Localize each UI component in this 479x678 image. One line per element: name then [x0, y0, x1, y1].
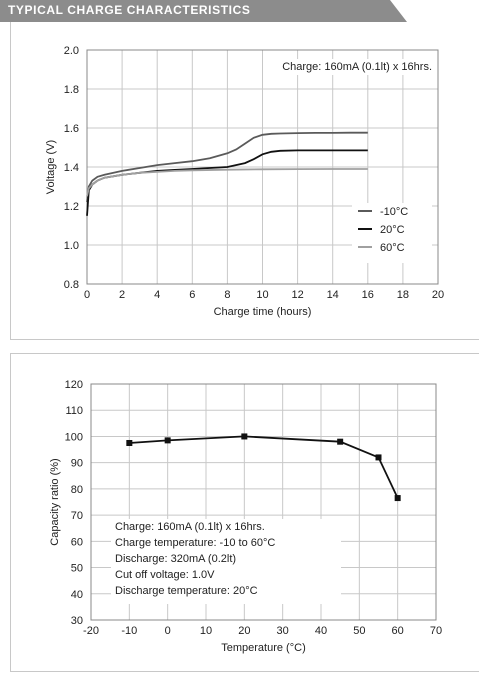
y-tick-label: 60: [71, 536, 83, 548]
y-tick-label: 50: [71, 563, 83, 575]
annotation-line: Charge: 160mA (0.1lt) x 16hrs.: [115, 521, 265, 533]
section-title: TYPICAL CHARGE CHARACTERISTICS: [8, 3, 251, 17]
y-tick-label: 1.0: [64, 240, 79, 252]
series-line: [129, 435, 399, 499]
legend-label: -10°C: [380, 206, 408, 218]
x-tick-label: 50: [353, 625, 365, 637]
y-tick-label: 70: [71, 510, 83, 522]
data-point-marker: [241, 433, 248, 440]
y-tick-label: 30: [71, 615, 83, 627]
annotation-line: Discharge temperature: 20°C: [115, 585, 258, 597]
y-tick-label: 1.4: [64, 162, 79, 174]
data-point-marker: [164, 437, 171, 444]
header-banner: [0, 0, 407, 22]
series-line: [86, 168, 368, 197]
data-point-marker: [126, 440, 133, 446]
y-tick-label: 1.6: [64, 123, 79, 135]
x-tick-label: 10: [256, 289, 268, 301]
x-tick-label: 20: [238, 625, 250, 637]
annotation-line: Charge temperature: -10 to 60°C: [115, 537, 275, 549]
y-axis-title: Voltage (V): [45, 140, 57, 194]
x-tick-label: 4: [154, 289, 160, 301]
x-tick-label: 70: [430, 625, 442, 637]
x-tick-label: 0: [165, 625, 171, 637]
y-tick-label: 110: [65, 405, 83, 417]
y-tick-label: 1.8: [64, 84, 79, 96]
y-tick-label: 40: [71, 589, 83, 601]
x-axis-title: Charge time (hours): [214, 306, 312, 318]
x-tick-label: 10: [200, 625, 212, 637]
x-tick-label: 12: [291, 289, 303, 301]
x-tick-label: 0: [84, 289, 90, 301]
annotation-line: Cut off voltage: 1.0V: [115, 569, 215, 581]
series-line: [86, 131, 368, 203]
x-tick-label: 60: [392, 625, 404, 637]
charge-characteristics-chart: 0 2 4 6 8 10 12 14 16 18 20 0.8 1.0 1.2 1.4 1.6 1.8 2.0 Ch…: [45, 45, 444, 318]
x-tick-label: 14: [327, 289, 339, 301]
x-tick-label: -20: [83, 625, 99, 637]
section-header: TYPICAL CHARGE CHARACTERISTICS: [0, 0, 479, 22]
y-tick-label: 120: [65, 379, 83, 391]
capacity-ratio-chart: -20 -10 0 10 20 30 40 50 60 70 30 40 50 60 70 80 90 100 11…: [49, 379, 442, 654]
data-point-marker: [394, 495, 401, 502]
y-axis-title: Capacity ratio (%): [49, 458, 61, 545]
x-tick-label: 40: [315, 625, 327, 637]
y-tick-label: 0.8: [64, 279, 79, 291]
x-tick-label: 2: [119, 289, 125, 301]
y-tick-label: 1.2: [64, 201, 79, 213]
capacity-chart-panel: -20 -10 0 10 20 30 40 50 60 70 30 40 50 60 70 80 90 100 11…: [10, 353, 479, 672]
plot-frame: [90, 383, 437, 621]
x-tick-label: 18: [397, 289, 409, 301]
x-axis-title: Temperature (°C): [221, 642, 305, 654]
plot-frame: [86, 49, 439, 285]
legend-background: [352, 203, 432, 263]
x-tick-label: -10: [121, 625, 137, 637]
annotation-line: Discharge: 320mA (0.2lt): [115, 553, 236, 565]
charge-chart-panel: 0 2 4 6 8 10 12 14 16 18 20 0.8 1.0 1.2 1.4 1.6 1.8 2.0 Ch…: [10, 22, 479, 340]
charge-annotation: Charge: 160mA (0.1lt) x 16hrs.: [282, 61, 432, 73]
y-tick-label: 80: [71, 484, 83, 496]
legend-label: 60°C: [380, 242, 405, 254]
y-tick-label: 90: [71, 458, 83, 470]
data-point-marker: [375, 454, 382, 461]
data-point-marker: [337, 438, 344, 445]
annotation-background: [279, 59, 435, 75]
annotation-box: [111, 519, 341, 604]
x-tick-label: 16: [362, 289, 374, 301]
x-tick-label: 30: [277, 625, 289, 637]
y-tick-label: 2.0: [64, 45, 79, 57]
x-tick-label: 8: [224, 289, 230, 301]
x-tick-label: 20: [432, 289, 444, 301]
x-tick-label: 6: [189, 289, 195, 301]
y-tick-label: 100: [65, 431, 83, 443]
legend-label: 20°C: [380, 224, 405, 236]
